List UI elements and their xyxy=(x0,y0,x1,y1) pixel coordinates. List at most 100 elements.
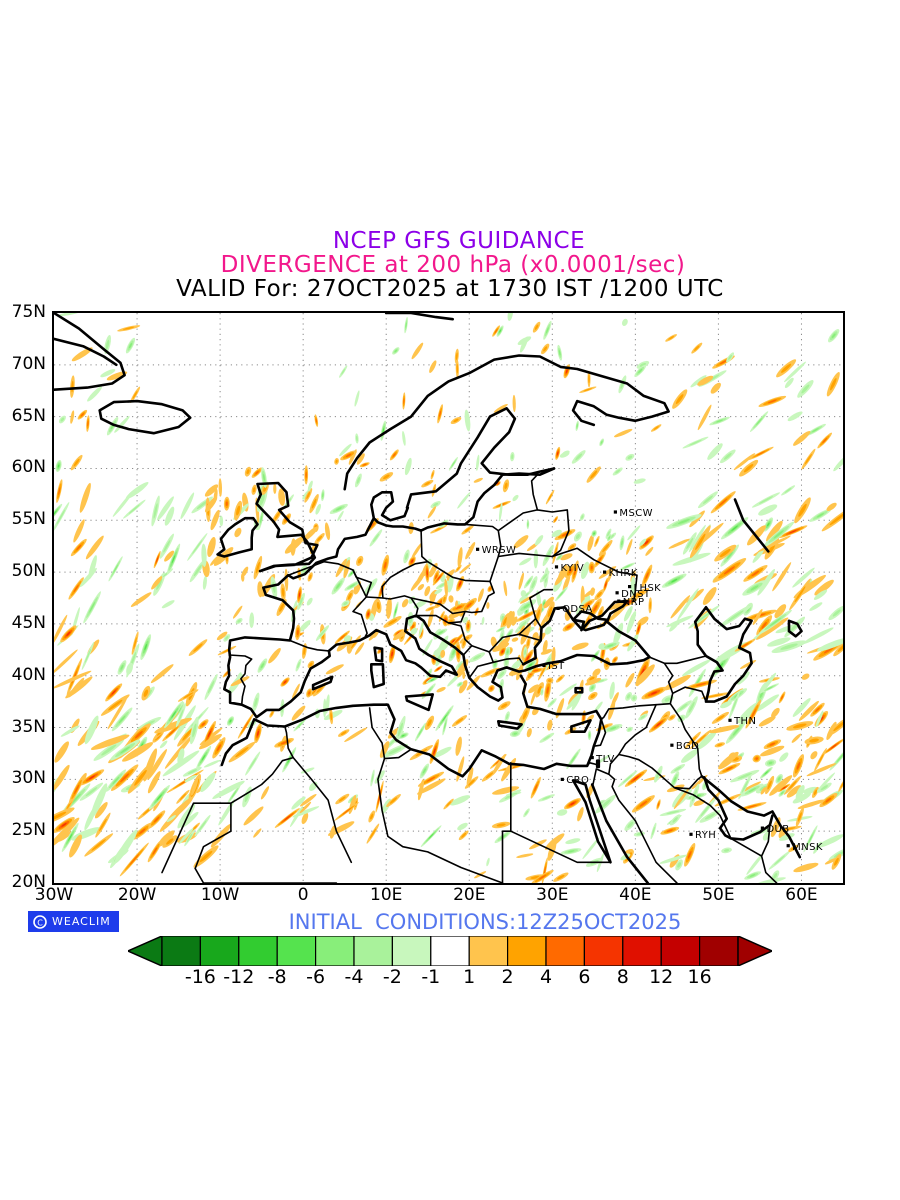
divergence-blob xyxy=(386,794,401,807)
colorbar-cell[interactable] xyxy=(545,936,586,966)
divergence-blob xyxy=(162,750,200,777)
divergence-blob xyxy=(719,449,736,464)
divergence-blob xyxy=(544,833,565,850)
city-marker xyxy=(689,832,693,836)
divergence-blob xyxy=(57,313,81,317)
colorbar-cell[interactable] xyxy=(622,936,662,966)
colorbar-cell[interactable] xyxy=(238,936,278,966)
divergence-blob xyxy=(627,525,641,541)
coast-path xyxy=(671,686,707,703)
divergence-blob xyxy=(325,664,344,675)
colorbar-cell[interactable] xyxy=(583,936,624,966)
divergence-blob xyxy=(511,616,518,626)
divergence-blob xyxy=(90,783,108,818)
divergence-blob xyxy=(435,705,454,731)
divergence-blob xyxy=(70,538,87,557)
divergence-blob xyxy=(575,420,579,432)
divergence-blob xyxy=(480,667,500,678)
colorbar-tick-11: 8 xyxy=(616,966,629,988)
divergence-blob xyxy=(491,821,511,829)
divergence-blob xyxy=(798,700,819,721)
divergence-blob xyxy=(454,564,462,573)
coast-path xyxy=(228,654,253,706)
divergence-blob xyxy=(541,343,550,355)
divergence-blob xyxy=(624,769,648,787)
divergence-blob xyxy=(551,646,556,664)
colorbar-cell[interactable] xyxy=(698,936,739,966)
divergence-blob xyxy=(154,717,192,734)
divergence-blob xyxy=(280,677,290,687)
divergence-blob xyxy=(688,524,706,553)
divergence-blob xyxy=(675,859,683,871)
weaclim-badge[interactable]: C WEACLIM xyxy=(28,911,119,932)
divergence-blob xyxy=(793,430,811,446)
divergence-blob xyxy=(180,492,195,520)
divergence-blob xyxy=(540,687,544,696)
colorbar-cell[interactable] xyxy=(391,936,432,966)
divergence-blob xyxy=(356,453,365,465)
divergence-blob xyxy=(641,686,667,700)
coast-path xyxy=(570,719,592,733)
divergence-blob xyxy=(284,536,304,554)
colorbar-cell[interactable] xyxy=(468,936,509,966)
divergence-blob xyxy=(760,787,767,795)
colorbar-cell[interactable] xyxy=(660,936,701,966)
colorbar-cell[interactable] xyxy=(507,936,547,966)
divergence-blob xyxy=(441,594,447,605)
divergence-blob xyxy=(434,588,443,595)
divergence-blob xyxy=(555,674,565,683)
colorbar-tick-1: -12 xyxy=(223,966,255,988)
divergence-blob xyxy=(625,453,635,461)
colorbar-cell[interactable] xyxy=(353,936,394,966)
divergence-blob xyxy=(752,609,763,625)
colorbar-cell[interactable] xyxy=(276,936,317,966)
x-tick-40E: 40E xyxy=(619,885,652,905)
divergence-blob xyxy=(79,769,105,786)
colorbar-cell[interactable] xyxy=(315,936,355,966)
divergence-blob xyxy=(639,538,647,546)
divergence-blob xyxy=(68,577,84,600)
divergence-blob xyxy=(295,658,302,672)
colorbar-swatches[interactable] xyxy=(128,936,772,966)
divergence-blob xyxy=(557,344,563,361)
divergence-blob xyxy=(778,789,787,797)
coast-path xyxy=(571,779,612,864)
city-marker xyxy=(476,547,480,551)
colorbar-cell[interactable] xyxy=(199,936,240,966)
divergence-blob xyxy=(309,493,319,514)
divergence-blob xyxy=(555,554,563,561)
divergence-blob xyxy=(110,739,141,761)
divergence-blob xyxy=(56,479,63,503)
svg-text:C: C xyxy=(37,918,43,927)
city-label-dub: DUB xyxy=(766,824,790,836)
divergence-blob xyxy=(710,491,736,514)
colorbar-cell[interactable] xyxy=(161,936,202,966)
divergence-blob xyxy=(672,552,711,566)
x-tick-30W: 30W xyxy=(34,885,74,905)
divergence-blob xyxy=(462,616,469,623)
divergence-blob xyxy=(476,454,480,471)
divergence-blob xyxy=(740,783,764,797)
divergence-blob xyxy=(302,526,318,542)
divergence-blob xyxy=(455,736,462,756)
colorbar-cell[interactable] xyxy=(430,936,470,966)
city-label-khrk: KHRK xyxy=(608,568,638,580)
divergence-blob xyxy=(633,478,646,484)
divergence-blob xyxy=(768,850,791,870)
y-tick-25N: 25N xyxy=(11,820,46,841)
divergence-blob xyxy=(681,659,711,677)
divergence-blob xyxy=(760,745,785,757)
divergence-blob xyxy=(148,810,166,829)
divergence-blob xyxy=(455,358,459,379)
divergence-blob xyxy=(763,517,774,532)
divergence-blob xyxy=(465,620,471,632)
colorbar[interactable]: -16 -12 -8 -6 -4 -2 -1 1 2 4 6 8 12 16 xyxy=(0,936,900,996)
coast-path xyxy=(529,588,554,620)
divergence-blob xyxy=(130,592,152,607)
divergence-blob xyxy=(816,782,832,793)
divergence-blob xyxy=(108,556,123,582)
divergence-blob xyxy=(119,842,149,877)
divergence-blob xyxy=(213,488,218,503)
map-plot-area[interactable]: MSCW WRSW KYIV KHRK LHSK DNST NRP ODSA IST THN BGD… xyxy=(52,311,845,885)
divergence-blob xyxy=(274,808,300,828)
